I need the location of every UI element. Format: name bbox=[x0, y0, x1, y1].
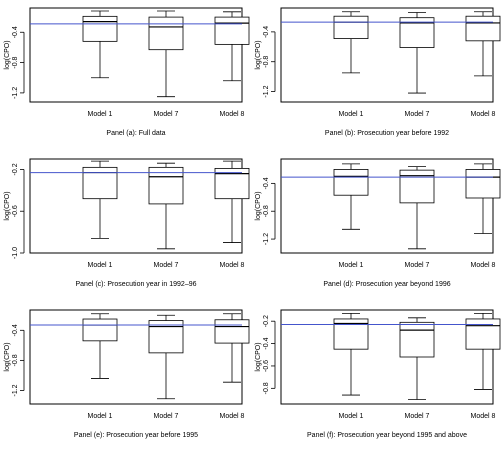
box-iqr bbox=[148, 16, 184, 51]
panel-caption: Panel (e): Prosecution year before 1995 bbox=[74, 432, 198, 439]
x-tick-label: Model 7 bbox=[405, 413, 430, 420]
panel-e: -0.4 -0.8 -1.2 log(CPO) Model 1 Model 7 Model … bbox=[4, 309, 250, 439]
box-iqr bbox=[214, 319, 250, 344]
x-tick-label: Model 1 bbox=[88, 413, 113, 420]
y-tick-label: -0.4 bbox=[12, 324, 19, 336]
y-axis-label: log(CPO) bbox=[255, 191, 262, 220]
box-model-8 bbox=[465, 312, 501, 390]
panel-c: -0.2 -0.6 -1.0 log(CPO) Model 1 Model 7 Model … bbox=[4, 158, 250, 288]
x-tick-label: Model 1 bbox=[88, 262, 113, 269]
box-model-7 bbox=[399, 12, 435, 94]
x-tick-label: Model 8 bbox=[220, 413, 245, 420]
y-tick-label: -1.2 bbox=[12, 87, 19, 99]
x-tick-label: Model 7 bbox=[405, 262, 430, 269]
box-iqr bbox=[333, 169, 369, 196]
box-model-7 bbox=[148, 314, 184, 400]
y-tick-label: -0.6 bbox=[263, 360, 270, 372]
x-tick-label: Model 8 bbox=[471, 111, 496, 118]
x-tick-label: Model 8 bbox=[471, 413, 496, 420]
box-model-1 bbox=[82, 313, 118, 379]
x-tick-label: Model 7 bbox=[154, 413, 179, 420]
box-model-1 bbox=[82, 10, 118, 79]
x-tick-label: Model 7 bbox=[154, 262, 179, 269]
plot-frame bbox=[280, 309, 494, 405]
plot-frame bbox=[29, 309, 243, 405]
y-axis-label: log(CPO) bbox=[255, 40, 262, 69]
box-iqr bbox=[465, 318, 501, 350]
x-tick-label: Model 1 bbox=[339, 111, 364, 118]
panel-caption: Panel (d): Prosecution year beyond 1996 bbox=[323, 281, 450, 288]
y-tick-label: -0.8 bbox=[263, 382, 270, 394]
box-model-7 bbox=[148, 10, 184, 98]
y-tick-label: -1.2 bbox=[263, 233, 270, 245]
x-tick-label: Model 1 bbox=[88, 111, 113, 118]
box-iqr bbox=[214, 16, 250, 45]
y-axis-label: log(CPO) bbox=[4, 342, 11, 371]
panel-caption: Panel (f): Prosecution year beyond 1995 … bbox=[307, 432, 467, 439]
panel-caption: Panel (b): Prosecution year before 1992 bbox=[325, 130, 449, 137]
y-tick-label: -0.8 bbox=[263, 56, 270, 68]
y-axis-label: log(CPO) bbox=[4, 191, 11, 220]
panel-a: -0.4 -0.8 -1.2 log(CPO) Model 1 Model 7 Model … bbox=[4, 7, 250, 137]
y-tick-label: -1.0 bbox=[12, 247, 19, 259]
y-tick-label: -0.4 bbox=[263, 26, 270, 38]
x-tick-label: Model 8 bbox=[220, 111, 245, 118]
panel-f: -0.2 -0.4 -0.6 -0.8 log(CPO) Model 1 Model 7 Mo… bbox=[255, 309, 501, 439]
x-tick-label: Model 1 bbox=[339, 262, 364, 269]
panel-d: -0.4 -0.8 -1.2 log(CPO) Model 1 Model 7 Model … bbox=[255, 158, 501, 288]
box-iqr bbox=[148, 320, 184, 354]
y-axis-label: log(CPO) bbox=[255, 342, 262, 371]
box-iqr bbox=[465, 169, 501, 199]
y-tick-label: -0.8 bbox=[12, 56, 19, 68]
box-model-8 bbox=[465, 163, 501, 234]
y-tick-label: -1.2 bbox=[12, 384, 19, 396]
box-iqr bbox=[82, 318, 118, 342]
panel-caption: Panel (a): Full data bbox=[106, 130, 165, 137]
box-model-1 bbox=[333, 312, 369, 396]
plot-frame bbox=[280, 158, 494, 254]
box-iqr bbox=[82, 15, 118, 42]
panel-b: -0.4 -0.8 -1.2 log(CPO) Model 1 Model 7 Model … bbox=[255, 7, 501, 137]
x-tick-label: Model 8 bbox=[471, 262, 496, 269]
box-iqr bbox=[465, 15, 501, 42]
y-tick-label: -0.6 bbox=[12, 205, 19, 217]
y-tick-label: -0.4 bbox=[263, 337, 270, 349]
box-model-1 bbox=[333, 163, 369, 230]
panel-caption: Panel (c): Prosecution year in 1992–96 bbox=[75, 281, 196, 288]
y-tick-label: -0.4 bbox=[263, 177, 270, 189]
x-tick-label: Model 7 bbox=[405, 111, 430, 118]
y-tick-label: -0.2 bbox=[12, 163, 19, 175]
y-tick-label: -0.8 bbox=[12, 354, 19, 366]
plot-frame bbox=[280, 7, 494, 103]
box-model-7 bbox=[399, 166, 435, 250]
box-model-8 bbox=[214, 11, 250, 82]
box-iqr bbox=[399, 169, 435, 204]
box-model-8 bbox=[214, 160, 250, 243]
plot-frame bbox=[29, 158, 243, 254]
y-tick-label: -0.2 bbox=[263, 315, 270, 327]
box-iqr bbox=[333, 15, 369, 39]
box-model-8 bbox=[465, 11, 501, 77]
y-tick-label: -0.8 bbox=[263, 205, 270, 217]
y-axis-label: log(CPO) bbox=[4, 40, 11, 69]
y-tick-label: -0.4 bbox=[12, 26, 19, 38]
y-tick-label: -1.2 bbox=[263, 85, 270, 97]
box-iqr bbox=[399, 321, 435, 358]
box-model-7 bbox=[399, 317, 435, 400]
x-tick-label: Model 7 bbox=[154, 111, 179, 118]
box-model-8 bbox=[214, 313, 250, 383]
x-tick-label: Model 8 bbox=[220, 262, 245, 269]
x-tick-label: Model 1 bbox=[339, 413, 364, 420]
box-iqr bbox=[148, 166, 184, 205]
plot-frame bbox=[29, 7, 243, 103]
box-model-7 bbox=[148, 162, 184, 250]
box-model-1 bbox=[333, 11, 369, 74]
